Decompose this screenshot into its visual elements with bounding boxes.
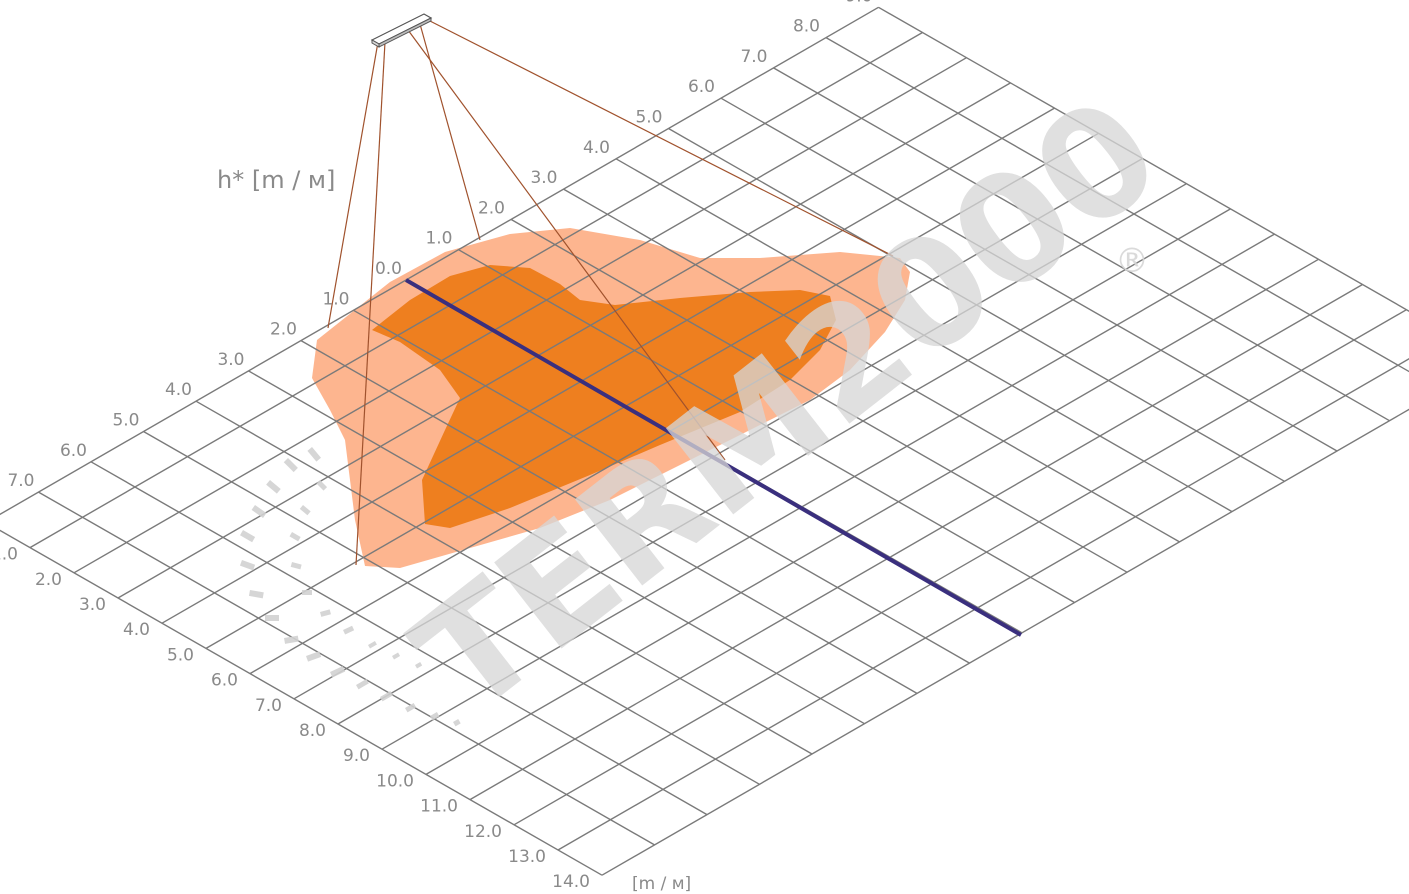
far-axis-label: 5.0 <box>635 108 662 128</box>
grid-line-width <box>249 157 1143 675</box>
near-axis-label: 2.0 <box>270 320 297 340</box>
length-axis-label: 12.0 <box>464 822 502 842</box>
lamp-icon <box>370 13 433 48</box>
center-line <box>405 278 1022 637</box>
far-axis-label: 1.0 <box>425 229 452 249</box>
length-axis-labels: 1.0 2.0 3.0 4.0 5.0 6.0 7.0 8.0 9.0 10.0 11.0 12.0 1… <box>0 545 590 893</box>
grid-line-width <box>557 358 1409 851</box>
far-axis-label: 4.0 <box>583 138 610 158</box>
near-axis-labels: 0.01.02.03.04.05.06.07.08.0 <box>7 259 402 491</box>
beam-lines <box>327 19 894 566</box>
length-axis-label: 3.0 <box>79 595 106 615</box>
near-axis-label: 7.0 <box>7 471 34 491</box>
near-axis-label: 1.0 <box>322 289 349 309</box>
grid-line-width <box>513 309 1407 826</box>
far-axis-label: 9.0 <box>845 0 872 6</box>
length-unit-label: [m / м] <box>632 874 691 894</box>
grid-line-width <box>293 183 1187 700</box>
grid-line-length <box>0 529 603 876</box>
height-unit-label: h* [m / м] <box>217 166 335 194</box>
length-axis-label: 8.0 <box>299 721 326 741</box>
near-axis-label: 0.0 <box>375 259 402 279</box>
far-axis-label: 8.0 <box>793 17 820 37</box>
far-axis-label: 7.0 <box>740 47 767 67</box>
near-axis-label: 4.0 <box>165 380 192 400</box>
grid-line-width <box>601 408 1409 876</box>
near-axis-label: 3.0 <box>217 350 244 370</box>
length-axis-label: 5.0 <box>167 645 194 665</box>
grid-line-width <box>117 82 1011 599</box>
grid-line-width <box>469 283 1363 801</box>
length-axis-label: 10.0 <box>376 771 414 791</box>
grid-line-width <box>0 6 879 516</box>
length-axis-label: 13.0 <box>508 847 546 867</box>
grid-line-width <box>381 233 1275 750</box>
length-axis-label: 4.0 <box>123 620 150 640</box>
length-axis-label: 2.0 <box>35 570 62 590</box>
far-axis-labels: 1.0 2.0 3.0 4.0 5.0 6.0 7.0 8.0 9.0 <box>425 0 872 249</box>
length-axis-label: 11.0 <box>420 797 458 817</box>
length-axis-label: 7.0 <box>255 696 282 716</box>
length-axis-label: 14.0 <box>552 872 590 892</box>
far-axis-label: 6.0 <box>688 77 715 97</box>
registered-mark-icon: ® <box>1115 241 1149 281</box>
watermark-dots-icon <box>239 447 461 727</box>
length-axis-label: 1.0 <box>0 545 18 565</box>
far-axis-label: 3.0 <box>530 168 557 188</box>
length-axis-label: 9.0 <box>343 746 370 766</box>
grid-line-width <box>161 107 1055 624</box>
grid-line-width <box>425 258 1319 776</box>
near-axis-label: 6.0 <box>60 441 87 461</box>
grid-line-width <box>205 132 1099 650</box>
grid-line-width <box>73 57 967 574</box>
near-axis-label: 5.0 <box>112 411 139 431</box>
floor-grid <box>0 6 1409 876</box>
length-axis-label: 6.0 <box>211 671 238 691</box>
far-axis-label: 2.0 <box>478 198 505 218</box>
grid-line-width <box>337 208 1231 725</box>
grid-line-width <box>29 31 923 549</box>
